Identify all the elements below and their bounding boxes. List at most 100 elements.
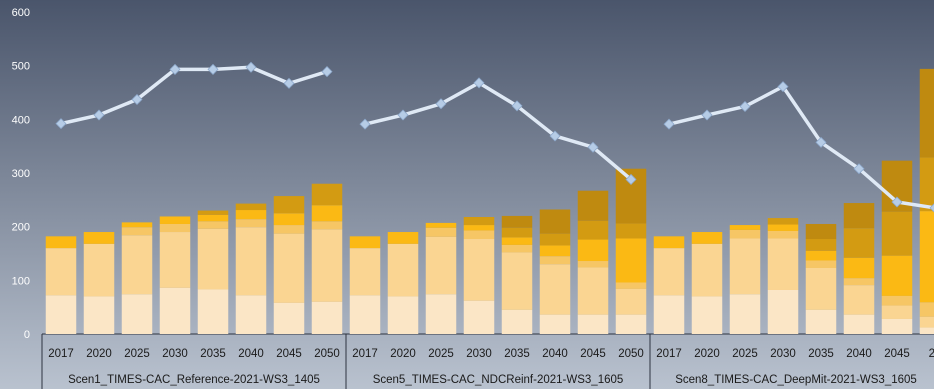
bar-segment xyxy=(83,296,115,334)
x-tick-label: 2017 xyxy=(48,348,74,360)
bar-segment xyxy=(577,261,609,268)
bar-segment xyxy=(919,211,934,303)
bar-segment xyxy=(121,294,153,334)
bar-segment xyxy=(159,232,191,288)
bar-segment xyxy=(805,223,837,240)
line-point xyxy=(131,93,143,105)
y-tick-label: 400 xyxy=(12,114,30,126)
bar-segment xyxy=(729,225,761,230)
bar-segment xyxy=(539,314,571,334)
bar-segment xyxy=(273,233,305,303)
bar-segment xyxy=(881,305,913,319)
bar-segment xyxy=(843,228,875,258)
bar-segment xyxy=(577,190,609,221)
line-point xyxy=(397,109,409,121)
x-tick-label: 2025 xyxy=(732,348,758,360)
bar-segment xyxy=(919,327,934,334)
line-point xyxy=(587,141,599,153)
bar-segment xyxy=(273,302,305,334)
line-point xyxy=(55,118,67,130)
bar-segment xyxy=(463,230,495,240)
bar-segment xyxy=(197,289,229,334)
bar-segment xyxy=(349,248,381,296)
bar-segment xyxy=(463,217,495,226)
bar-segment xyxy=(501,227,533,238)
bar-segment xyxy=(577,239,609,262)
bar-segment xyxy=(501,244,533,253)
bar-segment xyxy=(235,203,267,211)
bar-segment xyxy=(919,157,934,212)
x-tick-label: 2035 xyxy=(504,348,530,360)
bars-layer xyxy=(45,68,934,334)
line-point xyxy=(549,130,561,142)
bar-segment xyxy=(691,232,723,244)
bar-segment xyxy=(805,239,837,251)
x-tick-label: 2050 xyxy=(618,348,644,360)
bar-segment xyxy=(539,264,571,315)
line-point xyxy=(815,136,827,148)
x-tick-label: 2045 xyxy=(580,348,606,360)
line-point xyxy=(245,61,257,73)
y-tick-label: 600 xyxy=(12,7,30,19)
lines-layer xyxy=(55,61,934,214)
x-tick-label: 2035 xyxy=(200,348,226,360)
bar-segment xyxy=(311,205,343,222)
line-point xyxy=(739,100,751,112)
x-tick-label: 2020 xyxy=(390,348,416,360)
x-tick-label: 2017 xyxy=(656,348,682,360)
bar-segment xyxy=(615,314,647,334)
bar-segment xyxy=(805,309,837,334)
group-label: Scen1_TIMES-CAC_Reference-2021-WS3_1405 xyxy=(68,374,320,386)
line-point xyxy=(93,109,105,121)
bar-segment xyxy=(501,215,533,228)
y-tick-label: 0 xyxy=(24,329,30,341)
line-point xyxy=(777,81,789,93)
line-point xyxy=(473,77,485,89)
x-axis: 2017 2020 2025 2030 2035 2040 2045 2050 Scen1_TI… xyxy=(41,334,934,389)
bar-segment xyxy=(881,295,913,306)
bar-segment xyxy=(691,243,723,297)
bar-segment xyxy=(615,282,647,289)
bar-segment xyxy=(159,223,191,233)
x-tick-label: 2035 xyxy=(808,348,834,360)
x-tick-label: 2050 xyxy=(314,348,340,360)
bar-segment xyxy=(615,238,647,283)
bar-segment xyxy=(45,248,77,296)
bar-segment xyxy=(539,233,571,246)
bar-segment xyxy=(539,245,571,257)
bar-segment xyxy=(197,214,229,222)
bar-segment xyxy=(501,309,533,334)
bar-segment xyxy=(881,318,913,334)
bar-segment xyxy=(273,213,305,226)
y-tick-label: 100 xyxy=(12,275,30,287)
x-tick-label: 2025 xyxy=(428,348,454,360)
x-tick-label: 2030 xyxy=(162,348,188,360)
bar-segment xyxy=(577,314,609,334)
bar-segment xyxy=(615,223,647,239)
bar-segment xyxy=(425,236,457,295)
bar-segment xyxy=(45,236,77,249)
bar-segment xyxy=(197,210,229,215)
line-point xyxy=(511,100,523,112)
bar-segment xyxy=(729,229,761,239)
bar-segment xyxy=(767,289,799,334)
bar-segment xyxy=(653,236,685,249)
series-line xyxy=(60,65,328,126)
bar-segment xyxy=(767,224,799,231)
bar-segment xyxy=(273,225,305,234)
line-point xyxy=(359,118,371,130)
line-point xyxy=(435,98,447,110)
x-tick-label: 2045 xyxy=(276,348,302,360)
bar-segment xyxy=(729,238,761,295)
bar-segment xyxy=(843,285,875,315)
line-point xyxy=(207,63,219,75)
bar-segment xyxy=(653,295,685,334)
y-tick-label: 500 xyxy=(12,61,30,73)
bar-segment xyxy=(767,218,799,225)
x-tick-label: 2020 xyxy=(694,348,720,360)
bar-segment xyxy=(235,227,267,296)
bar-segment xyxy=(615,288,647,315)
bar-segment xyxy=(539,209,571,234)
series-line xyxy=(668,84,934,210)
bar-segment xyxy=(919,316,934,328)
